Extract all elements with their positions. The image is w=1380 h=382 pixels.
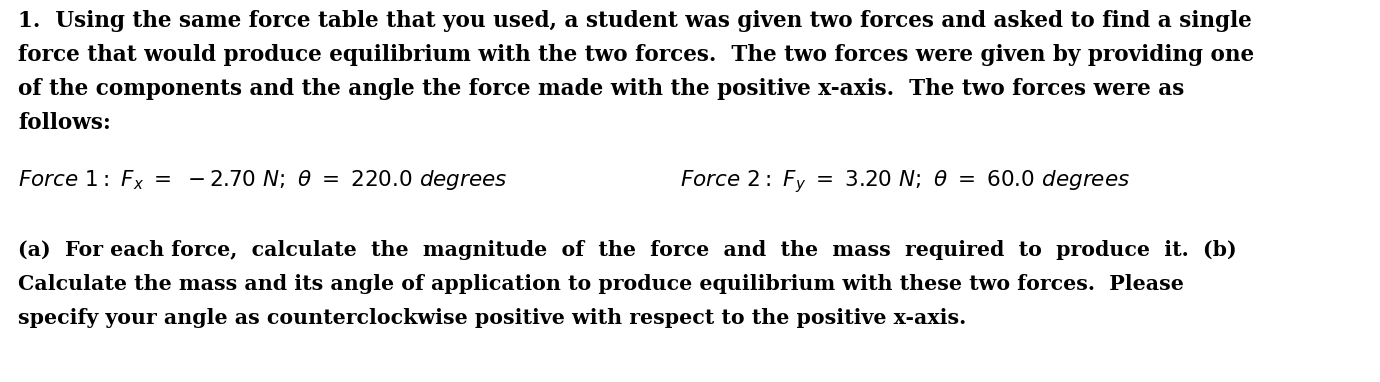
- Text: force that would produce equilibrium with the two forces.  The two forces were g: force that would produce equilibrium wit…: [18, 44, 1254, 66]
- Text: (a)  For each force,  calculate  the  magnitude  of  the  force  and  the  mass : (a) For each force, calculate the magnit…: [18, 240, 1236, 260]
- Text: of the components and the angle the force made with the positive x-axis.  The tw: of the components and the angle the forc…: [18, 78, 1184, 100]
- Text: Calculate the mass and its angle of application to produce equilibrium with thes: Calculate the mass and its angle of appl…: [18, 274, 1184, 294]
- Text: specify your angle as counterclockwise positive with respect to the positive x-a: specify your angle as counterclockwise p…: [18, 308, 966, 328]
- Text: 1.  Using the same force table that you used, a student was given two forces and: 1. Using the same force table that you u…: [18, 10, 1252, 32]
- Text: $\mathit{Force\ 2{:}\ F_y\ =\ 3.20\ N;\ \theta\ =\ 60.0\ degrees}$: $\mathit{Force\ 2{:}\ F_y\ =\ 3.20\ N;\ …: [680, 168, 1130, 195]
- Text: $\mathit{Force\ 1{:}\ F_x\ =\ -2.70\ N;\ \theta\ =\ 220.0\ degrees}$: $\mathit{Force\ 1{:}\ F_x\ =\ -2.70\ N;\…: [18, 168, 508, 192]
- Text: follows:: follows:: [18, 112, 110, 134]
